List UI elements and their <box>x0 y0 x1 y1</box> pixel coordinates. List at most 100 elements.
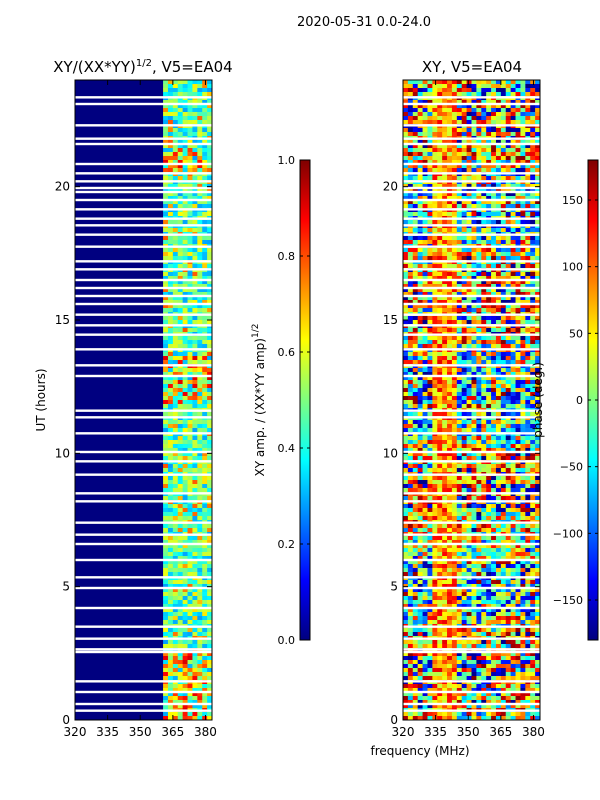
heatmap-cell <box>432 120 438 125</box>
heatmap-cell <box>163 164 169 169</box>
heatmap-cell <box>500 228 507 233</box>
heatmap-cell <box>163 644 169 649</box>
heatmap-cell <box>422 168 428 173</box>
heatmap-cell <box>172 212 179 217</box>
heatmap-cell <box>471 284 477 289</box>
heatmap-cell <box>417 420 423 425</box>
heatmap-cell <box>172 236 179 241</box>
heatmap-cell <box>456 528 463 533</box>
heatmap-cell <box>182 144 188 149</box>
heatmap-cell <box>412 92 419 97</box>
heatmap-cell <box>202 404 208 409</box>
heatmap-cell <box>456 228 463 233</box>
heatmap-cell <box>403 164 409 169</box>
heatmap-cell <box>407 148 414 153</box>
heatmap-cell <box>197 168 203 173</box>
heatmap-cell <box>486 200 492 205</box>
heatmap-cell <box>172 716 179 721</box>
heatmap-cell <box>451 340 458 345</box>
heatmap-cell <box>192 112 198 117</box>
heatmap-cell <box>535 176 541 181</box>
heatmap-cell <box>495 376 502 381</box>
heatmap-cell <box>163 452 169 457</box>
heatmap-cell <box>437 200 443 205</box>
heatmap-cell <box>495 528 502 533</box>
heatmap-cell <box>447 236 453 241</box>
heatmap-cell <box>471 128 477 133</box>
heatmap-cell <box>456 300 463 305</box>
heatmap-cell <box>500 436 507 441</box>
heatmap-cell <box>437 152 443 157</box>
heatmap-cell <box>437 140 443 145</box>
heatmap-cell <box>432 296 438 301</box>
heatmap-cell <box>207 400 213 405</box>
heatmap-cell <box>427 192 433 197</box>
heatmap-cell <box>486 448 492 453</box>
heatmap-cell <box>182 584 188 589</box>
heatmap-cell <box>187 476 193 481</box>
heatmap-cell <box>187 148 193 153</box>
heatmap-cell <box>422 376 428 381</box>
heatmap-cell <box>447 396 453 401</box>
heatmap-cell <box>403 424 409 429</box>
heatmap-cell <box>447 296 453 301</box>
heatmap-cell <box>207 672 213 677</box>
heatmap-cell <box>461 100 468 105</box>
heatmap-cell <box>447 252 453 257</box>
heatmap-cell <box>530 112 536 117</box>
data-gap-stripe <box>75 324 212 327</box>
heatmap-cell <box>403 116 409 121</box>
heatmap-cell <box>182 540 188 545</box>
heatmap-cell <box>207 188 213 193</box>
heatmap-cell <box>437 424 443 429</box>
heatmap-cell <box>476 264 482 269</box>
heatmap-cell <box>207 444 213 449</box>
heatmap-cell <box>525 300 531 305</box>
heatmap-cell <box>437 316 443 321</box>
heatmap-cell <box>202 308 208 313</box>
heatmap-cell <box>427 140 433 145</box>
heatmap-cell <box>500 344 507 349</box>
heatmap-cell <box>495 340 502 345</box>
heatmap-cell <box>202 632 208 637</box>
heatmap-cell <box>456 452 463 457</box>
heatmap-cell <box>456 340 463 345</box>
heatmap-cell <box>486 104 492 109</box>
heatmap-cell <box>495 428 502 433</box>
heatmap-cell <box>466 164 472 169</box>
heatmap-cell <box>187 564 193 569</box>
heatmap-cell <box>412 476 419 481</box>
heatmap-cell <box>535 168 541 173</box>
heatmap-cell <box>466 152 472 157</box>
heatmap-cell <box>461 340 468 345</box>
heatmap-cell <box>520 340 526 345</box>
heatmap-cell <box>427 204 433 209</box>
heatmap-cell <box>163 320 169 325</box>
heatmap-cell <box>461 284 468 289</box>
heatmap-cell <box>412 220 419 225</box>
heatmap-cell <box>466 456 472 461</box>
heatmap-cell <box>456 360 463 365</box>
heatmap-cell <box>471 288 477 293</box>
heatmap-cell <box>471 112 477 117</box>
heatmap-cell <box>495 544 502 549</box>
heatmap-cell <box>530 340 536 345</box>
heatmap-cell <box>202 620 208 625</box>
heatmap-cell <box>442 308 448 313</box>
heatmap-cell <box>192 716 198 721</box>
heatmap-cell <box>403 404 409 409</box>
heatmap-cell <box>437 196 443 201</box>
heatmap-cell <box>167 156 174 161</box>
heatmap-cell <box>202 700 208 705</box>
heatmap-cell <box>535 144 541 149</box>
heatmap-cell <box>456 188 463 193</box>
heatmap-cell <box>412 296 419 301</box>
phase-panel-title: XY, V5=EA04 <box>422 58 522 76</box>
heatmap-cell <box>442 456 448 461</box>
heatmap-cell <box>456 544 463 549</box>
heatmap-cell <box>451 212 458 217</box>
heatmap-cell <box>525 228 531 233</box>
heatmap-cell <box>187 164 193 169</box>
heatmap-cell <box>505 296 512 301</box>
heatmap-cell <box>476 504 482 509</box>
